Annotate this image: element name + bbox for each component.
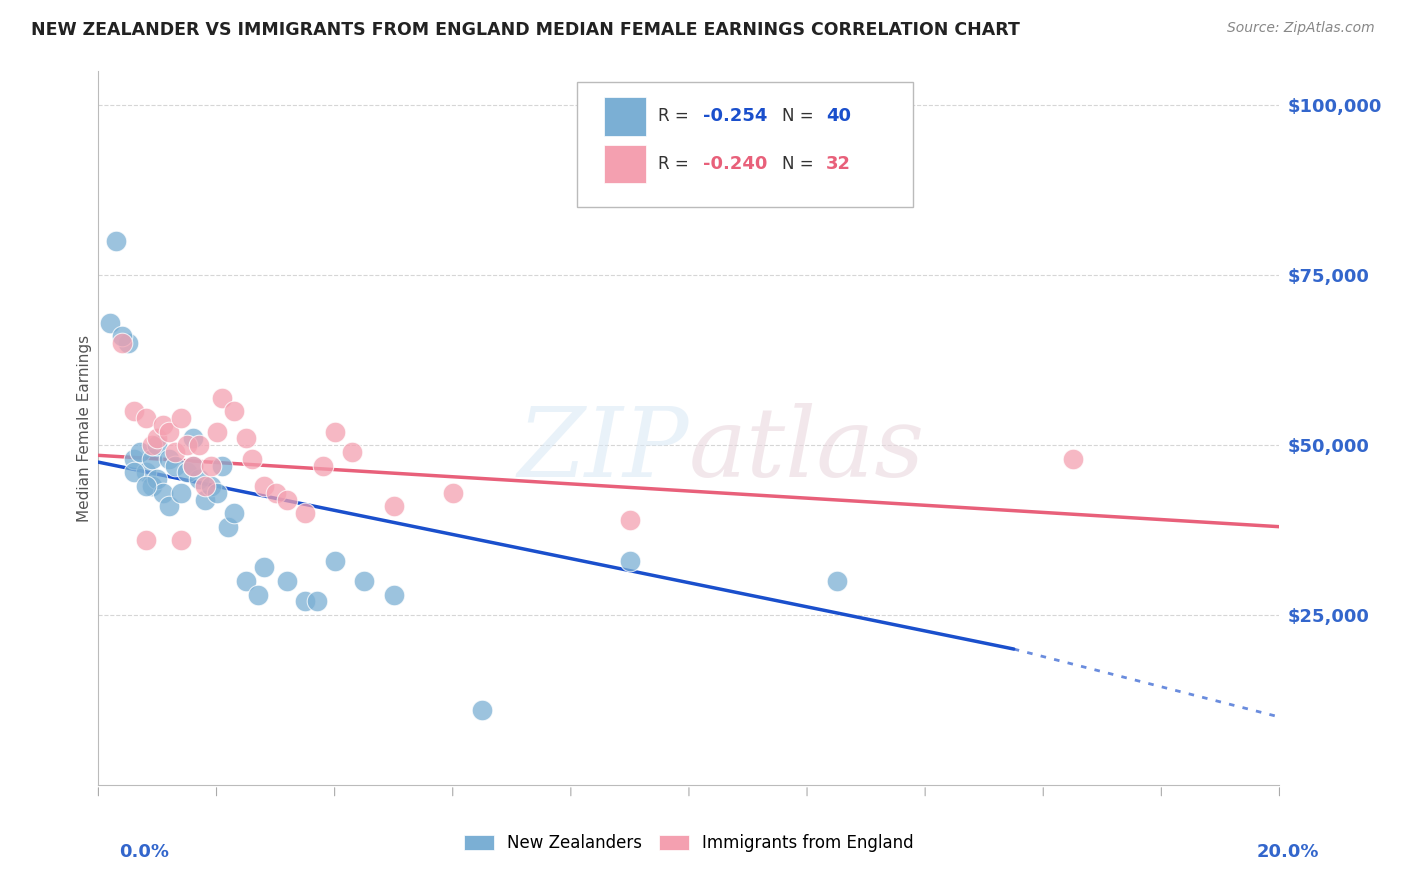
- Point: [312, 458, 335, 473]
- Point: [1062, 451, 1084, 466]
- Point: [276, 574, 298, 588]
- Point: [146, 472, 169, 486]
- Point: [128, 445, 150, 459]
- Point: [211, 391, 233, 405]
- Point: [157, 500, 180, 514]
- Point: [146, 438, 169, 452]
- Point: [141, 479, 163, 493]
- Point: [122, 466, 145, 480]
- FancyBboxPatch shape: [605, 97, 647, 136]
- Point: [98, 316, 121, 330]
- Point: [152, 485, 174, 500]
- Point: [205, 485, 228, 500]
- Point: [224, 506, 246, 520]
- Point: [240, 451, 263, 466]
- Point: [165, 445, 187, 459]
- Text: N =: N =: [782, 107, 820, 125]
- Point: [205, 425, 228, 439]
- Point: [253, 560, 276, 574]
- Point: [619, 554, 641, 568]
- Point: [135, 533, 157, 548]
- Point: [246, 588, 269, 602]
- Point: [323, 554, 346, 568]
- Point: [382, 500, 405, 514]
- Point: [170, 533, 193, 548]
- Point: [382, 588, 405, 602]
- Point: [122, 404, 145, 418]
- Point: [619, 513, 641, 527]
- Text: -0.254: -0.254: [703, 107, 768, 125]
- Point: [224, 404, 246, 418]
- Point: [170, 485, 193, 500]
- Point: [141, 438, 163, 452]
- Point: [211, 458, 233, 473]
- Point: [305, 594, 328, 608]
- Point: [157, 425, 180, 439]
- Legend: New Zealanders, Immigrants from England: New Zealanders, Immigrants from England: [457, 828, 921, 859]
- Point: [294, 594, 316, 608]
- Text: ZIP: ZIP: [517, 402, 689, 497]
- Point: [323, 425, 346, 439]
- Text: R =: R =: [658, 107, 695, 125]
- Point: [217, 519, 239, 533]
- Point: [194, 492, 217, 507]
- Point: [294, 506, 316, 520]
- Text: -0.240: -0.240: [703, 155, 768, 173]
- Point: [264, 485, 287, 500]
- Text: 40: 40: [825, 107, 851, 125]
- Point: [181, 431, 204, 445]
- Y-axis label: Median Female Earnings: Median Female Earnings: [77, 334, 91, 522]
- Point: [235, 574, 257, 588]
- Point: [176, 466, 198, 480]
- Point: [471, 703, 494, 717]
- Point: [111, 336, 134, 351]
- Point: [135, 411, 157, 425]
- Text: 0.0%: 0.0%: [120, 843, 170, 861]
- Point: [111, 329, 134, 343]
- Text: Source: ZipAtlas.com: Source: ZipAtlas.com: [1227, 21, 1375, 36]
- Point: [200, 458, 222, 473]
- Text: atlas: atlas: [689, 402, 925, 497]
- Point: [157, 451, 180, 466]
- Text: NEW ZEALANDER VS IMMIGRANTS FROM ENGLAND MEDIAN FEMALE EARNINGS CORRELATION CHAR: NEW ZEALANDER VS IMMIGRANTS FROM ENGLAND…: [31, 21, 1019, 39]
- Text: R =: R =: [658, 155, 695, 173]
- Point: [187, 438, 209, 452]
- Text: N =: N =: [782, 155, 820, 173]
- Text: 20.0%: 20.0%: [1257, 843, 1319, 861]
- Point: [441, 485, 464, 500]
- Point: [181, 458, 204, 473]
- Point: [105, 234, 128, 248]
- Point: [176, 438, 198, 452]
- Point: [135, 466, 157, 480]
- Point: [117, 336, 139, 351]
- Point: [200, 479, 222, 493]
- FancyBboxPatch shape: [576, 82, 914, 207]
- Point: [165, 458, 187, 473]
- Point: [146, 431, 169, 445]
- Point: [353, 574, 375, 588]
- FancyBboxPatch shape: [605, 145, 647, 184]
- Text: 32: 32: [825, 155, 851, 173]
- Point: [194, 479, 217, 493]
- Point: [253, 479, 276, 493]
- Point: [122, 451, 145, 466]
- Point: [825, 574, 848, 588]
- Point: [187, 472, 209, 486]
- Point: [235, 431, 257, 445]
- Point: [181, 458, 204, 473]
- Point: [276, 492, 298, 507]
- Point: [342, 445, 364, 459]
- Point: [170, 411, 193, 425]
- Point: [135, 479, 157, 493]
- Point: [152, 417, 174, 432]
- Point: [141, 451, 163, 466]
